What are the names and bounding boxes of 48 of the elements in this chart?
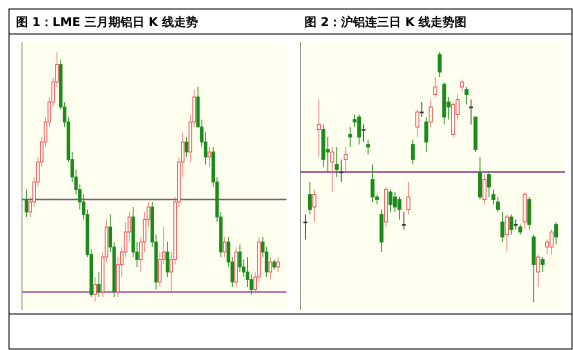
candlestick <box>554 222 558 245</box>
candlestick <box>316 99 321 158</box>
candlestick <box>276 256 280 272</box>
candlestick <box>158 252 162 288</box>
chart-title: 图 1：LME 三月期铝日 K 线走势 <box>16 15 198 29</box>
candlestick <box>491 189 496 205</box>
candlestick <box>366 139 370 155</box>
candlestick <box>272 259 276 270</box>
candlestick <box>433 76 438 98</box>
candlestick <box>370 164 375 202</box>
candlestick <box>518 224 522 235</box>
candlestick <box>268 256 272 280</box>
candlestick <box>482 174 486 205</box>
candlestick <box>469 99 474 125</box>
candlestick <box>184 136 188 158</box>
candlestick <box>308 182 312 215</box>
candlestick <box>24 189 28 218</box>
candlestick <box>330 146 334 192</box>
candlestick <box>486 172 491 198</box>
candlestick <box>208 146 212 168</box>
candlestick <box>312 189 316 222</box>
candlestick <box>303 214 308 240</box>
candlestick <box>402 212 406 230</box>
candlestick <box>406 182 410 215</box>
candlestick <box>460 79 464 92</box>
candlestick <box>438 52 442 78</box>
candlestick <box>334 146 339 178</box>
candlestick <box>410 139 415 165</box>
candlestick <box>509 214 514 235</box>
candlestick <box>540 256 545 272</box>
candlestick <box>348 126 352 148</box>
candlestick <box>514 219 518 230</box>
candlestick <box>424 116 428 152</box>
candlestick <box>97 272 101 298</box>
candlestick <box>397 196 402 220</box>
candlestick <box>222 236 226 258</box>
candlestick <box>93 276 97 302</box>
candlestick <box>500 212 504 242</box>
candlestick <box>428 99 433 128</box>
candlestick <box>504 214 509 252</box>
candlestick <box>496 196 500 212</box>
candlestick <box>536 254 540 288</box>
chart-title: 图 2：沪铝连三日 K 线走势图 <box>304 15 467 29</box>
candlestick <box>362 124 366 142</box>
candlestick <box>464 86 469 105</box>
candlestick <box>238 244 242 272</box>
candlestick <box>344 146 348 172</box>
candlestick <box>339 159 344 182</box>
